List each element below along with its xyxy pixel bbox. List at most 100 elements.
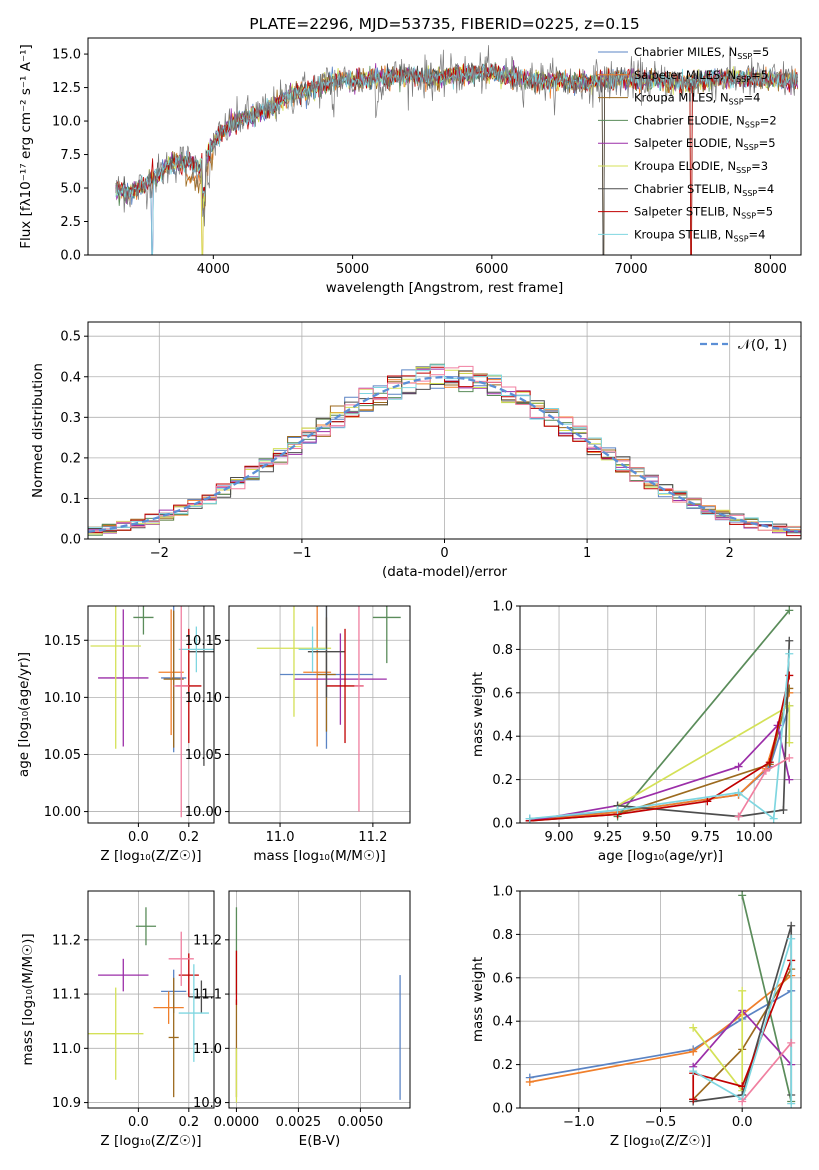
- x-tick-label: 9.25: [593, 830, 622, 845]
- x-tick-label: 0.0: [128, 1115, 149, 1130]
- legend-label-text: Chabrier ELODIE, N: [634, 113, 745, 127]
- axes-frame: [228, 605, 411, 824]
- axes-frame: [87, 37, 802, 256]
- axes-frame: [519, 890, 802, 1109]
- legend-label-subscript: SSP: [737, 52, 752, 61]
- y-tick-label: 12.5: [52, 81, 81, 96]
- y-tick-label: 11.2: [52, 933, 81, 948]
- residuals-panel: −2 −1 0 1 2 0.0 0.1 0.2 0.3 0.4 0.5 (data-model)/er…: [30, 321, 802, 580]
- y-axis-label: Normed distribution: [30, 363, 46, 498]
- y-tick-label: 0.2: [492, 773, 513, 788]
- y-tick-label: 2.5: [60, 215, 81, 230]
- mass_vs_Z-panel: 0.0 0.2 10.9 11.0 11.1 11.2 Z [log₁₀(Z/Z☉)] mas…: [20, 890, 215, 1149]
- x-axis-label: Z [log₁₀(Z/Z☉)]: [100, 848, 201, 864]
- y-tick-label: 0.0: [492, 1102, 513, 1117]
- y-tick-label: 11.0: [52, 1042, 81, 1057]
- massweight_vs_age-plot-area: [525, 606, 794, 823]
- x-tick-label: 0.2: [178, 1115, 199, 1130]
- y-axis-label: Flux [fλ10⁻¹⁷ erg cm⁻² s⁻¹ A⁻¹]: [18, 44, 34, 249]
- series-marker: [785, 738, 794, 747]
- legend-label-subscript: SSP: [741, 212, 756, 221]
- x-tick-label: 7000: [615, 262, 648, 277]
- y-tick-label: 10.05: [44, 748, 81, 763]
- series-marker: [785, 649, 794, 658]
- y-tick-label: 0.2: [492, 1058, 513, 1073]
- legend-label-value: =3: [751, 159, 768, 173]
- axes-frame: [519, 605, 802, 824]
- y-tick-label: 0.6: [492, 971, 513, 986]
- x-tick-label: 10.00: [736, 830, 773, 845]
- y-axis-label: mass [log₁₀(M/M☉)]: [20, 933, 36, 1065]
- series-marker: [689, 1067, 698, 1076]
- y-tick-label: 11.1: [52, 988, 81, 1003]
- series-marker: [769, 814, 778, 823]
- y-tick-label: 1.0: [492, 600, 513, 615]
- series-marker: [785, 775, 794, 784]
- series-line: [692, 960, 792, 1100]
- age_vs_Z-plot-area: [90, 606, 214, 818]
- y-tick-label: 0.5: [60, 330, 81, 345]
- x-tick-label: −0.5: [645, 1115, 677, 1130]
- series-line: [617, 640, 791, 818]
- x-tick-label: 4000: [197, 262, 230, 277]
- legend-label: 𝒩(0, 1): [738, 337, 787, 353]
- y-tick-label: 0.3: [60, 411, 81, 426]
- legend-label-subscript: SSP: [744, 143, 759, 152]
- y-tick-label: 10.05: [185, 748, 222, 763]
- legend-label-subscript: SSP: [734, 234, 749, 243]
- series-marker: [785, 606, 794, 615]
- x-tick-label: 6000: [475, 262, 508, 277]
- y-axis-label: mass weight: [470, 957, 486, 1042]
- y-axis-label: mass weight: [470, 672, 486, 757]
- series-line: [741, 1042, 792, 1103]
- legend-label-text: Kroupa MILES, N: [634, 91, 729, 105]
- x-tick-label: −1.0: [563, 1115, 595, 1130]
- series-marker: [787, 1038, 796, 1047]
- mass_vs_ebv-plot-area: [235, 907, 401, 1103]
- y-tick-label: 11.2: [193, 933, 222, 948]
- axes-frame: [87, 321, 802, 540]
- x-axis-label: Z [log₁₀(Z/Z☉)]: [610, 1133, 711, 1149]
- series-line: [617, 704, 791, 807]
- legend-label: Salpeter STELIB, NSSP=5: [634, 205, 773, 221]
- age_vs_Z-panel: 0.0 0.2 10.00 10.05 10.10 10.15 Z [log₁₀(Z/Z☉)…: [16, 605, 215, 864]
- legend-label-subscript: SSP: [729, 98, 744, 107]
- series-line: [616, 609, 790, 818]
- x-tick-label: 0.0000: [214, 1115, 260, 1130]
- legend-label-value: =4: [757, 182, 774, 196]
- residuals-plot-area: [88, 363, 801, 537]
- y-tick-label: 0.4: [492, 730, 513, 745]
- series-marker: [787, 934, 796, 943]
- series-marker: [765, 758, 774, 767]
- y-tick-label: 0.4: [60, 370, 81, 385]
- series-marker: [785, 753, 794, 762]
- series-marker: [689, 1095, 698, 1104]
- x-tick-label: 11.2: [358, 830, 387, 845]
- series-marker: [738, 1097, 747, 1106]
- x-tick-label: 11.0: [266, 830, 295, 845]
- legend-label-text: Chabrier STELIB, N: [634, 182, 742, 196]
- axes-frame: [87, 605, 215, 824]
- chart-title: PLATE=2296, MJD=53735, FIBERID=0225, z=0…: [249, 15, 639, 33]
- age_vs_mass-panel: 11.0 11.2 10.00 10.05 10.10 10.15 mass [log₁₀(…: [185, 605, 411, 864]
- y-tick-label: 0.0: [60, 533, 81, 548]
- series-marker: [734, 788, 743, 797]
- axes-frame: [87, 890, 215, 1109]
- y-tick-label: 0.0: [60, 249, 81, 264]
- legend-label: Kroupa STELIB, NSSP=4: [634, 227, 765, 243]
- legend-label-text: Salpeter MILES, N: [634, 68, 736, 82]
- legend-label: Salpeter ELODIE, NSSP=5: [634, 136, 776, 152]
- x-axis-label: (data-model)/error: [382, 564, 508, 580]
- legend-label: Chabrier ELODIE, NSSP=2: [634, 113, 777, 129]
- y-tick-label: 10.10: [185, 691, 222, 706]
- y-tick-label: 15.0: [52, 48, 81, 63]
- x-axis-label: E(B-V): [299, 1133, 341, 1149]
- y-tick-label: 1.0: [492, 885, 513, 900]
- y-axis-label: age [log₁₀(age/yr)]: [16, 652, 32, 777]
- legend-label-subscript: SSP: [736, 166, 751, 175]
- axes-frame: [228, 890, 411, 1109]
- x-tick-label: 2: [726, 546, 734, 561]
- x-tick-label: 1: [583, 546, 591, 561]
- x-tick-label: 5000: [336, 262, 369, 277]
- massweight_vs_Z-plot-area: [525, 891, 796, 1108]
